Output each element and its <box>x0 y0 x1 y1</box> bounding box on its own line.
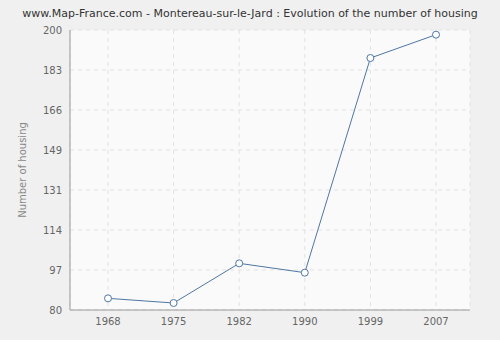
svg-text:1999: 1999 <box>358 316 383 327</box>
svg-text:80: 80 <box>49 305 62 316</box>
svg-text:131: 131 <box>43 185 62 196</box>
svg-text:1990: 1990 <box>292 316 317 327</box>
svg-text:166: 166 <box>43 105 62 116</box>
svg-text:1975: 1975 <box>161 316 186 327</box>
svg-text:Number of housing: Number of housing <box>17 122 28 218</box>
svg-text:1968: 1968 <box>95 316 120 327</box>
svg-text:183: 183 <box>43 65 62 76</box>
svg-text:2007: 2007 <box>423 316 448 327</box>
svg-text:114: 114 <box>43 225 62 236</box>
html-text:www.Map-France.com - Montereau: www.Map-France.com - Montereau-sur-le-Ja… <box>22 7 478 20</box>
svg-text:97: 97 <box>49 265 62 276</box>
svg-text:1982: 1982 <box>226 316 251 327</box>
svg-text:200: 200 <box>43 25 62 36</box>
svg-text:149: 149 <box>43 145 62 156</box>
